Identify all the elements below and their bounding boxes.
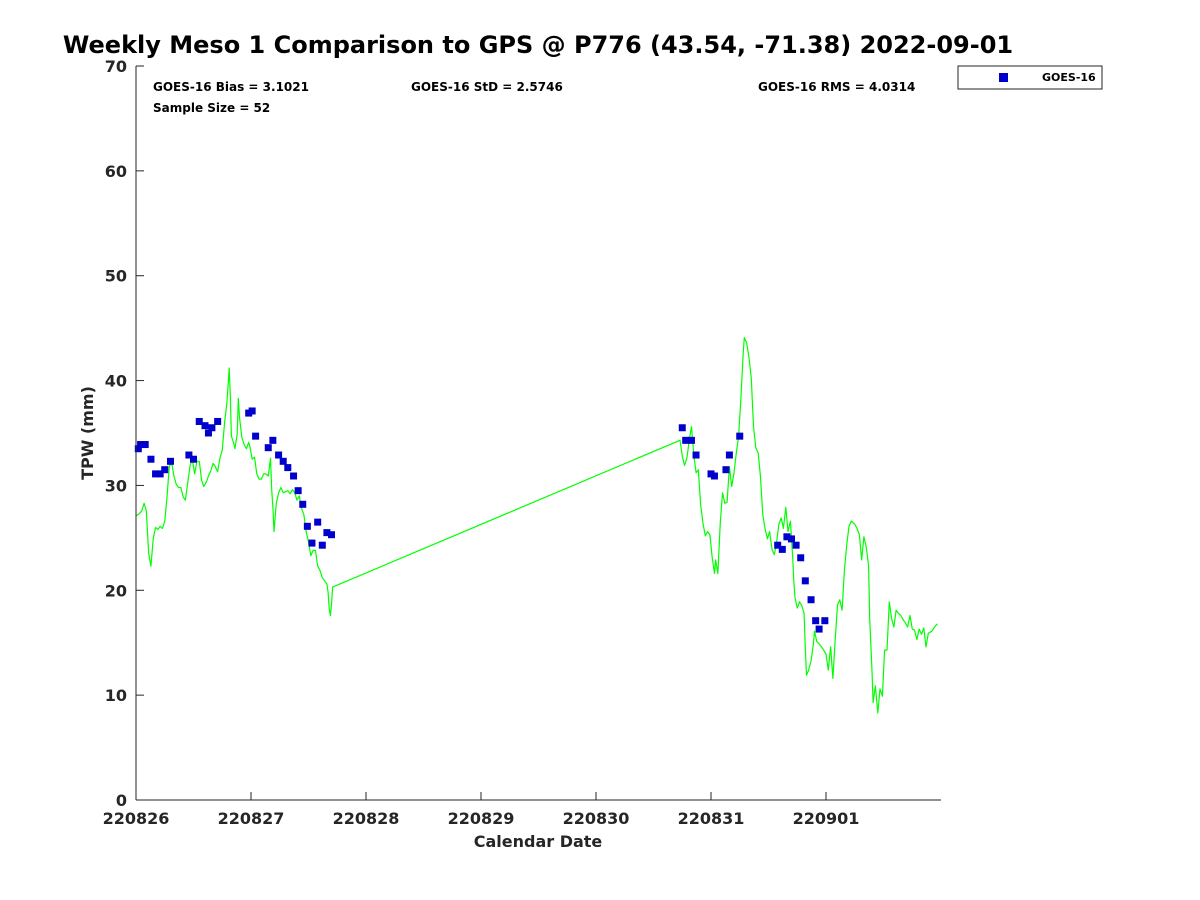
goes-point	[774, 541, 782, 549]
goes-point	[252, 432, 260, 440]
goes-point	[692, 451, 700, 459]
goes-point	[152, 470, 160, 478]
goes-point	[195, 417, 203, 425]
goes-point	[208, 424, 216, 432]
goes-point	[290, 472, 298, 480]
goes-point	[792, 541, 800, 549]
goes-point	[167, 457, 174, 465]
legend-box	[957, 65, 1103, 90]
chart-title: Weekly Meso 1 Comparison to GPS @ P776 (…	[63, 31, 1013, 59]
goes-point	[294, 487, 302, 495]
goes-point	[248, 407, 256, 415]
legend-marker-goes	[999, 73, 1008, 82]
x-tick-label: 220901	[793, 809, 860, 828]
goes-point	[204, 429, 212, 437]
goes-point	[815, 625, 823, 633]
goes-point	[678, 424, 686, 432]
goes-point	[269, 436, 277, 444]
goes-point	[308, 539, 316, 547]
y-axis-label: TPW (mm)	[78, 386, 97, 480]
y-tick-label: 20	[105, 581, 127, 600]
goes-point	[161, 466, 169, 474]
goes-point	[801, 577, 809, 585]
goes-point	[284, 464, 292, 472]
stat-sample-size: Sample Size = 52	[153, 101, 270, 115]
y-axis-ticks: 0 10 20 30 40 50 60 70	[105, 57, 144, 810]
x-axis-ticks: 220826 220827 220828 220829 220830 220831 2209…	[103, 792, 860, 828]
goes-point	[722, 466, 730, 474]
goes-point	[736, 432, 744, 440]
goes-point	[214, 417, 222, 425]
x-tick-label: 220827	[218, 809, 285, 828]
y-tick-label: 30	[105, 476, 127, 495]
y-tick-label: 0	[116, 791, 127, 810]
goes-point	[185, 451, 193, 459]
goes-point	[682, 436, 690, 444]
goes-point	[778, 545, 786, 553]
goes-point	[821, 617, 829, 625]
goes-point	[141, 441, 149, 449]
goes-point	[807, 596, 815, 604]
goes-point	[323, 529, 331, 537]
goes-point	[314, 518, 322, 526]
goes-series	[134, 407, 829, 633]
goes-point	[710, 472, 718, 480]
legend-label-goes: GOES-16	[1042, 71, 1096, 84]
stat-bias: GOES-16 Bias = 3.1021	[153, 80, 309, 94]
y-tick-label: 70	[105, 57, 127, 76]
x-tick-label: 220830	[563, 809, 630, 828]
y-tick-label: 40	[105, 372, 127, 391]
goes-point	[687, 436, 695, 444]
goes-point	[303, 522, 311, 530]
goes-point	[190, 455, 197, 463]
y-tick-label: 60	[105, 162, 127, 181]
goes-point	[797, 554, 805, 562]
goes-point	[147, 455, 155, 463]
goes-point	[318, 541, 326, 549]
goes-point	[279, 457, 287, 465]
goes-point	[275, 451, 283, 459]
y-tick-label: 50	[105, 267, 127, 286]
x-tick-label: 220829	[448, 809, 515, 828]
y-tick-label: 10	[105, 686, 127, 705]
x-tick-label: 220831	[678, 809, 745, 828]
x-axis-label: Calendar Date	[474, 832, 603, 851]
goes-point	[201, 422, 209, 430]
goes-point	[137, 441, 145, 449]
goes-point	[328, 531, 335, 539]
x-tick-label: 220826	[103, 809, 170, 828]
goes-point	[134, 445, 142, 453]
goes-point	[812, 617, 820, 625]
gps-line	[135, 337, 938, 714]
x-tick-label: 220828	[333, 809, 400, 828]
stat-std: GOES-16 StD = 2.5746	[411, 80, 563, 94]
goes-point	[156, 470, 164, 478]
goes-point	[264, 444, 272, 452]
goes-point	[299, 500, 307, 508]
goes-point	[725, 451, 733, 459]
goes-point	[788, 535, 795, 543]
gps-series	[135, 337, 938, 714]
stat-rms: GOES-16 RMS = 4.0314	[758, 80, 915, 94]
legend: GOES-16	[957, 65, 1103, 90]
goes-point	[783, 533, 791, 541]
